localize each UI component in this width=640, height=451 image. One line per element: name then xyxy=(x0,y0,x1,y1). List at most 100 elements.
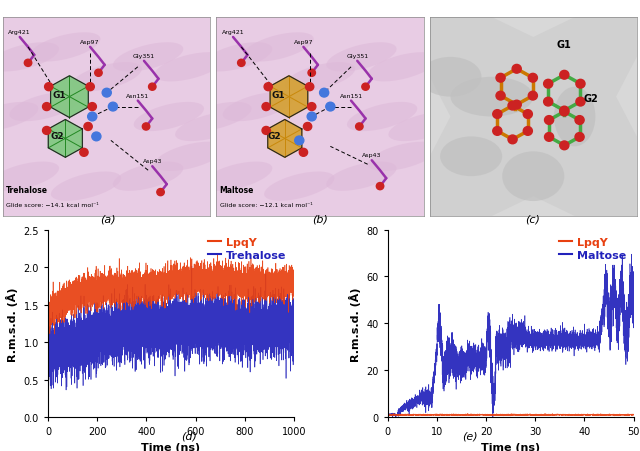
Circle shape xyxy=(300,149,308,157)
Text: Asp43: Asp43 xyxy=(362,153,381,158)
Text: Asn151: Asn151 xyxy=(126,93,149,98)
Circle shape xyxy=(42,127,51,135)
Ellipse shape xyxy=(326,162,397,191)
Ellipse shape xyxy=(243,33,314,62)
Ellipse shape xyxy=(113,162,183,191)
Text: (c): (c) xyxy=(525,214,540,224)
Text: Glide score: −14.1 kcal mol⁻¹: Glide score: −14.1 kcal mol⁻¹ xyxy=(6,202,99,207)
X-axis label: Time (ns): Time (ns) xyxy=(481,442,540,451)
X-axis label: Time (ns): Time (ns) xyxy=(141,442,200,451)
Circle shape xyxy=(262,103,270,111)
Text: Asp97: Asp97 xyxy=(294,40,313,45)
Circle shape xyxy=(528,74,538,83)
Circle shape xyxy=(319,89,329,98)
Text: Glide score: −12.1 kcal mol⁻¹: Glide score: −12.1 kcal mol⁻¹ xyxy=(220,202,312,207)
Ellipse shape xyxy=(264,172,335,201)
Ellipse shape xyxy=(134,103,204,132)
Circle shape xyxy=(543,98,553,107)
Circle shape xyxy=(108,103,118,112)
Polygon shape xyxy=(48,120,83,158)
Ellipse shape xyxy=(554,87,595,147)
Ellipse shape xyxy=(175,113,245,142)
Circle shape xyxy=(84,123,92,131)
Ellipse shape xyxy=(347,103,417,132)
Circle shape xyxy=(305,83,314,92)
Text: Asp97: Asp97 xyxy=(81,40,100,45)
Polygon shape xyxy=(268,120,302,158)
Circle shape xyxy=(356,124,363,131)
Circle shape xyxy=(524,127,532,136)
Circle shape xyxy=(576,80,585,89)
Circle shape xyxy=(308,103,316,111)
Circle shape xyxy=(512,65,521,74)
Text: Arg421: Arg421 xyxy=(221,30,244,35)
Circle shape xyxy=(560,142,569,150)
Y-axis label: R.m.s.d. (Å): R.m.s.d. (Å) xyxy=(349,286,360,361)
Polygon shape xyxy=(51,77,88,118)
Circle shape xyxy=(303,123,312,131)
Ellipse shape xyxy=(113,43,183,72)
Ellipse shape xyxy=(419,58,481,97)
Text: Maltose: Maltose xyxy=(220,186,254,195)
Ellipse shape xyxy=(154,143,225,171)
Circle shape xyxy=(264,83,273,92)
Circle shape xyxy=(493,110,502,119)
Circle shape xyxy=(45,83,53,92)
Circle shape xyxy=(560,108,569,117)
Circle shape xyxy=(524,110,532,119)
Ellipse shape xyxy=(367,53,438,82)
Circle shape xyxy=(545,133,554,142)
Text: G2: G2 xyxy=(50,132,64,141)
Circle shape xyxy=(262,127,270,135)
Ellipse shape xyxy=(440,137,502,177)
Ellipse shape xyxy=(0,43,59,72)
Ellipse shape xyxy=(451,78,533,117)
Text: Trehalose: Trehalose xyxy=(6,186,48,195)
Ellipse shape xyxy=(202,162,273,191)
Circle shape xyxy=(496,92,505,101)
Text: Arg421: Arg421 xyxy=(8,30,31,35)
Circle shape xyxy=(308,70,316,77)
Text: (a): (a) xyxy=(100,214,115,224)
Circle shape xyxy=(102,89,111,98)
Circle shape xyxy=(307,113,316,122)
Text: Asp43: Asp43 xyxy=(143,159,162,164)
Legend: LpqY, Trehalose: LpqY, Trehalose xyxy=(204,233,291,264)
Text: G2: G2 xyxy=(584,93,598,103)
Text: G1: G1 xyxy=(272,91,285,99)
Circle shape xyxy=(493,127,502,136)
Text: G2: G2 xyxy=(268,132,281,141)
Circle shape xyxy=(95,70,102,77)
Circle shape xyxy=(92,133,101,142)
Polygon shape xyxy=(270,77,308,118)
Ellipse shape xyxy=(51,172,121,201)
Text: Asn151: Asn151 xyxy=(339,93,363,98)
Circle shape xyxy=(528,92,538,101)
Circle shape xyxy=(560,71,569,80)
Circle shape xyxy=(508,136,517,144)
Circle shape xyxy=(157,189,164,196)
Ellipse shape xyxy=(202,43,273,72)
Circle shape xyxy=(86,83,94,92)
Ellipse shape xyxy=(10,93,80,122)
Polygon shape xyxy=(429,18,637,216)
Ellipse shape xyxy=(502,152,564,202)
Ellipse shape xyxy=(223,93,293,122)
Y-axis label: R.m.s.d. (Å): R.m.s.d. (Å) xyxy=(6,286,18,361)
Text: (b): (b) xyxy=(312,214,328,224)
Ellipse shape xyxy=(367,143,438,171)
Circle shape xyxy=(575,133,584,142)
Circle shape xyxy=(376,183,384,190)
Circle shape xyxy=(362,84,369,91)
Ellipse shape xyxy=(285,63,355,92)
Circle shape xyxy=(545,116,554,125)
Text: Gly351: Gly351 xyxy=(346,54,369,59)
Circle shape xyxy=(560,107,569,115)
Ellipse shape xyxy=(30,33,100,62)
Circle shape xyxy=(148,84,156,91)
Circle shape xyxy=(326,103,335,112)
Text: (d): (d) xyxy=(181,431,196,441)
Circle shape xyxy=(42,103,51,111)
Ellipse shape xyxy=(181,103,252,132)
Ellipse shape xyxy=(388,113,459,142)
